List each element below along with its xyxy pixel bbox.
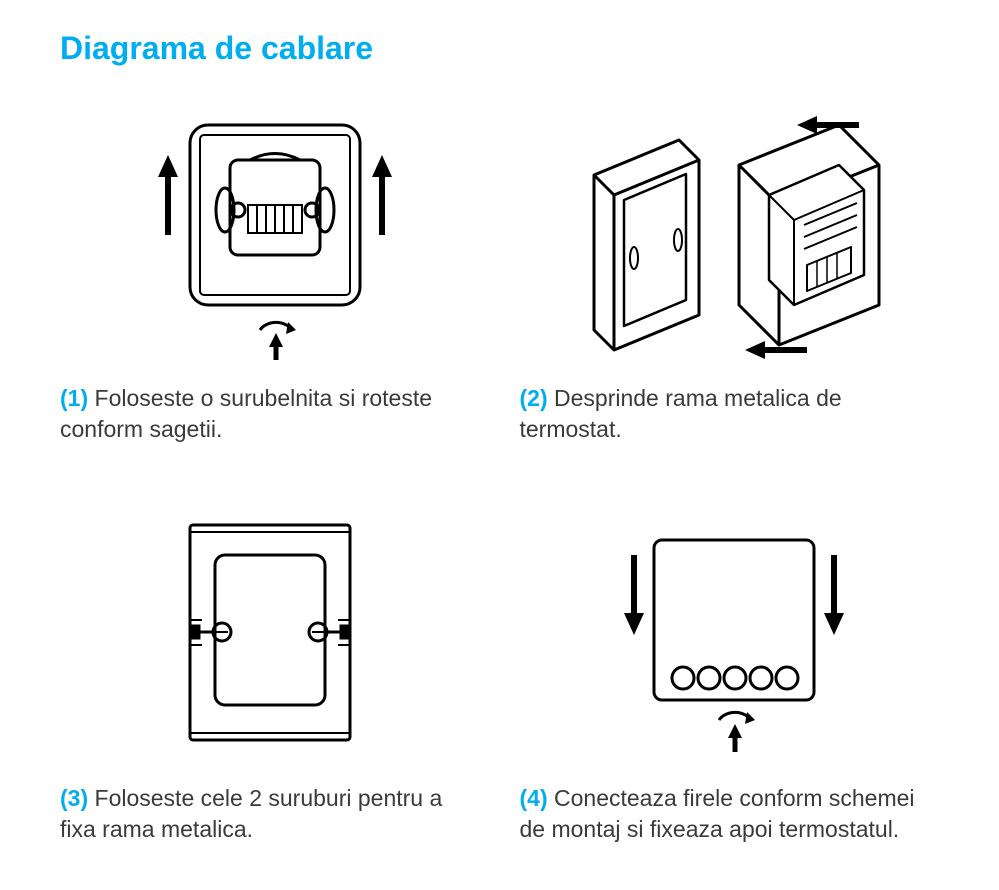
diagram-connect-wires xyxy=(579,510,879,760)
steps-grid: (1) Foloseste o surubelnita si roteste c… xyxy=(60,95,939,845)
step-4: (4) Conecteaza firele conform schemei de… xyxy=(520,495,940,845)
step-4-text: Conecteaza firele conform schemei de mon… xyxy=(520,785,915,842)
step-3-caption: (3) Foloseste cele 2 suruburi pentru a f… xyxy=(60,783,480,845)
step-4-num: (4) xyxy=(520,785,548,811)
step-2-diagram xyxy=(520,95,940,375)
step-1: (1) Foloseste o surubelnita si roteste c… xyxy=(60,95,480,445)
diagram-mount-frame xyxy=(150,510,390,760)
step-3: (3) Foloseste cele 2 suruburi pentru a f… xyxy=(60,495,480,845)
step-2-num: (2) xyxy=(520,385,548,411)
step-1-text: Foloseste o surubelnita si roteste confo… xyxy=(60,385,432,442)
step-3-text: Foloseste cele 2 suruburi pentru a fixa … xyxy=(60,785,442,842)
step-4-diagram xyxy=(520,495,940,775)
page-title: Diagrama de cablare xyxy=(60,30,939,67)
step-2-text: Desprinde rama metalica de termostat. xyxy=(520,385,842,442)
step-3-diagram xyxy=(60,495,480,775)
step-4-caption: (4) Conecteaza firele conform schemei de… xyxy=(520,783,940,845)
step-2: (2) Desprinde rama metalica de termostat… xyxy=(520,95,940,445)
step-1-diagram xyxy=(60,95,480,375)
diagram-separate-frame xyxy=(559,105,899,365)
diagram-front-plate xyxy=(120,105,420,365)
step-2-caption: (2) Desprinde rama metalica de termostat… xyxy=(520,383,940,445)
step-1-num: (1) xyxy=(60,385,88,411)
step-3-num: (3) xyxy=(60,785,88,811)
step-1-caption: (1) Foloseste o surubelnita si roteste c… xyxy=(60,383,480,445)
